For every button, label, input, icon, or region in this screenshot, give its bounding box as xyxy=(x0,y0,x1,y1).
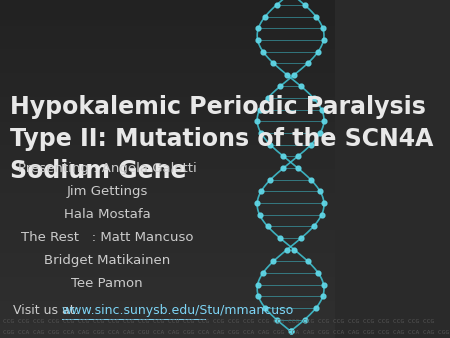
Point xyxy=(307,142,315,147)
Point xyxy=(259,270,266,276)
Point xyxy=(319,294,326,299)
Point xyxy=(310,95,317,101)
Point xyxy=(301,2,308,7)
Point xyxy=(254,37,261,43)
Point xyxy=(284,247,291,252)
Point xyxy=(315,49,322,54)
Point xyxy=(280,154,287,159)
Point xyxy=(264,224,271,229)
Point xyxy=(256,212,263,217)
Point xyxy=(307,177,315,183)
Point xyxy=(301,317,308,322)
Text: Bridget Matikainen: Bridget Matikainen xyxy=(44,254,170,267)
Point xyxy=(291,72,298,77)
Point xyxy=(287,329,294,334)
Point xyxy=(256,107,263,113)
Text: Tee Pamon: Tee Pamon xyxy=(71,277,143,290)
Point xyxy=(254,200,261,206)
Text: www.sinc.sunysb.edu/Stu/mmancuso: www.sinc.sunysb.edu/Stu/mmancuso xyxy=(62,305,294,317)
Point xyxy=(315,270,322,276)
Point xyxy=(316,189,324,194)
Point xyxy=(254,282,261,287)
Text: Visit us at:: Visit us at: xyxy=(14,305,79,317)
Text: Jim Gettings: Jim Gettings xyxy=(66,185,148,198)
Point xyxy=(270,259,277,264)
Point xyxy=(264,95,271,101)
Point xyxy=(255,25,262,31)
Point xyxy=(273,2,280,7)
Point xyxy=(276,235,284,241)
Point xyxy=(284,72,291,77)
Point xyxy=(270,61,277,66)
Point xyxy=(304,259,311,264)
Point xyxy=(297,84,305,89)
Point xyxy=(304,61,311,66)
Text: Presenting : Angela Galotti: Presenting : Angela Galotti xyxy=(18,162,196,175)
Text: The Rest   : Matt Mancuso: The Rest : Matt Mancuso xyxy=(21,231,193,244)
Point xyxy=(257,130,265,136)
Point xyxy=(294,154,302,159)
Text: Hala Mostafa: Hala Mostafa xyxy=(63,208,150,221)
Point xyxy=(261,14,269,19)
Point xyxy=(267,142,274,147)
Text: Type II: Mutations of the SCN4A: Type II: Mutations of the SCN4A xyxy=(10,127,433,151)
Text: CGG CCA CAG CGG CCA CAG CGG CCA CAG CGU CCA CAG CGG CCA CAG CGG CCA CAG CGG CCA : CGG CCA CAG CGG CCA CAG CGG CCA CAG CGU … xyxy=(3,330,450,335)
Point xyxy=(294,165,302,171)
Point xyxy=(287,329,294,334)
Point xyxy=(257,189,265,194)
Text: Sodium Gene: Sodium Gene xyxy=(10,159,186,183)
Point xyxy=(297,235,305,241)
Point xyxy=(312,14,319,19)
Point xyxy=(320,119,328,124)
Point xyxy=(276,84,284,89)
Point xyxy=(318,212,325,217)
Point xyxy=(254,119,261,124)
Text: CCG CCG CCG CCG CCG CCG CCG CCG CCG CCG CCG CCU CCG CCG CCG CCG CCG CCG CCG CCG : CCG CCG CCG CCG CCG CCG CCG CCG CCG CCG … xyxy=(3,319,435,324)
Point xyxy=(259,49,266,54)
Point xyxy=(261,305,269,311)
Point xyxy=(316,130,324,136)
Point xyxy=(320,282,327,287)
Point xyxy=(273,317,280,322)
Text: Hypokalemic Periodic Paralysis: Hypokalemic Periodic Paralysis xyxy=(10,95,426,119)
Point xyxy=(267,177,274,183)
Point xyxy=(319,25,326,31)
Point xyxy=(318,107,325,113)
Point xyxy=(291,247,298,252)
Point xyxy=(310,224,317,229)
Point xyxy=(255,294,262,299)
Point xyxy=(320,200,328,206)
Point xyxy=(312,305,319,311)
Point xyxy=(280,165,287,171)
Point xyxy=(320,37,327,43)
